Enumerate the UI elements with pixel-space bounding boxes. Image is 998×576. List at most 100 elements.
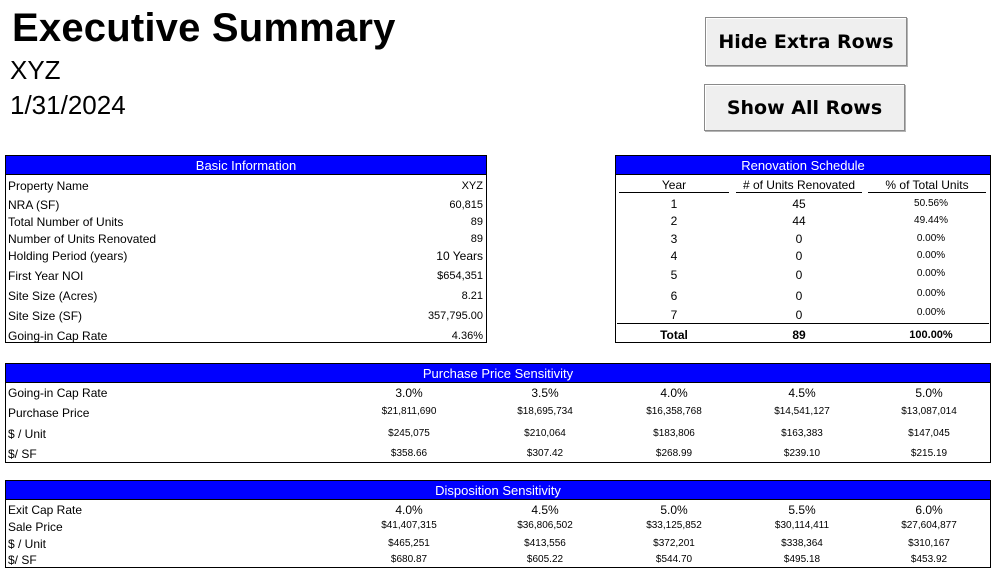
sensitivity-value: $18,695,734 [517, 406, 573, 417]
basic-value: 10 Years [436, 249, 483, 263]
sensitivity-value: $21,811,690 [381, 406, 437, 417]
sensitivity-value: $36,806,502 [517, 520, 573, 531]
basic-label: Going-in Cap Rate [8, 329, 108, 343]
sensitivity-value: 5.0% [660, 503, 688, 517]
disposition-sensitivity-panel: Disposition Sensitivity Exit Cap Rate 4.… [5, 480, 991, 568]
disposition-sensitivity-header: Disposition Sensitivity [6, 481, 990, 500]
column-header-year: Year [619, 178, 729, 193]
sensitivity-value: $163,383 [781, 428, 823, 439]
reno-year: 3 [670, 232, 678, 246]
sensitivity-label: $/ SF [8, 553, 37, 567]
sensitivity-value: 3.5% [531, 386, 559, 400]
sensitivity-value: $16,358,768 [646, 406, 702, 417]
sensitivity-value: $183,806 [653, 428, 695, 439]
basic-label: Holding Period (years) [8, 249, 128, 263]
sensitivity-value: $210,064 [524, 428, 566, 439]
column-header-units-renovated: # of Units Renovated [736, 178, 862, 193]
reno-units: 0 [795, 308, 803, 322]
reno-year: 2 [670, 214, 678, 228]
sensitivity-value: 4.0% [660, 386, 688, 400]
basic-label: Property Name [8, 179, 89, 193]
reno-total-label: Total [660, 328, 688, 342]
sensitivity-value: 4.0% [395, 503, 423, 517]
renovation-schedule-panel: Renovation Schedule Year # of Units Reno… [615, 155, 991, 343]
sensitivity-value: $680.87 [390, 554, 428, 565]
sensitivity-value: $413,556 [524, 538, 566, 549]
sensitivity-value: $453.92 [910, 554, 948, 565]
basic-label: Site Size (Acres) [8, 289, 98, 303]
sensitivity-value: $33,125,852 [646, 520, 702, 531]
sensitivity-value: $41,407,315 [381, 520, 437, 531]
basic-label: Total Number of Units [8, 215, 124, 229]
sensitivity-label: Going-in Cap Rate [8, 386, 108, 400]
basic-value: 89 [470, 233, 483, 245]
show-all-rows-button[interactable]: Show All Rows [704, 84, 905, 131]
sensitivity-value: $358.66 [390, 448, 428, 459]
sensitivity-value: $605.22 [526, 554, 564, 565]
sensitivity-value: $544.70 [655, 554, 693, 565]
basic-value: 60,815 [449, 199, 483, 211]
reno-year: 7 [670, 308, 678, 322]
reno-year: 5 [670, 268, 678, 282]
reno-units: 0 [795, 289, 803, 303]
purchase-price-sensitivity-panel: Purchase Price Sensitivity Going-in Cap … [5, 363, 991, 463]
basic-value: 89 [470, 216, 483, 228]
page-title: Executive Summary [12, 6, 396, 50]
sensitivity-label: $/ SF [8, 447, 37, 461]
reno-pct: 0.00% [916, 307, 946, 318]
sensitivity-value: $30,114,411 [774, 520, 830, 531]
reno-units: 44 [792, 214, 806, 228]
sensitivity-value: $465,251 [388, 538, 430, 549]
sensitivity-value: $372,201 [653, 538, 695, 549]
sensitivity-value: $268.99 [655, 448, 693, 459]
sensitivity-value: 5.5% [788, 503, 816, 517]
sensitivity-value: 3.0% [395, 386, 423, 400]
reno-pct: 49.44% [914, 215, 948, 226]
basic-value: XYZ [461, 180, 483, 192]
sensitivity-label: Purchase Price [8, 406, 90, 420]
total-divider [617, 323, 989, 324]
reno-pct: 0.00% [916, 250, 946, 261]
sensitivity-value: $27,604,877 [901, 520, 957, 531]
sensitivity-value: 4.5% [788, 386, 816, 400]
sensitivity-value: $495.18 [783, 554, 821, 565]
sensitivity-label: $ / Unit [8, 427, 47, 441]
reno-units: 45 [792, 197, 806, 211]
sensitivity-value: $14,541,127 [774, 406, 830, 417]
basic-label: NRA (SF) [8, 198, 60, 212]
basic-value: 4.36% [451, 330, 483, 342]
reno-units: 0 [795, 249, 803, 263]
sensitivity-label: Sale Price [8, 520, 63, 534]
sensitivity-value: $215.19 [910, 448, 948, 459]
basic-label: Number of Units Renovated [8, 232, 157, 246]
reno-units: 0 [795, 232, 803, 246]
reno-total-pct: 100.00% [909, 329, 953, 341]
property-name: XYZ [10, 55, 61, 85]
renovation-schedule-header: Renovation Schedule [616, 156, 990, 175]
reno-pct: 0.00% [916, 288, 946, 299]
sensitivity-value: 6.0% [915, 503, 943, 517]
sensitivity-label: $ / Unit [8, 537, 47, 551]
sensitivity-label: Exit Cap Rate [8, 503, 83, 517]
report-date: 1/31/2024 [10, 90, 126, 120]
sensitivity-value: $338,364 [781, 538, 823, 549]
sensitivity-value: $147,045 [908, 428, 950, 439]
reno-pct: 0.00% [916, 233, 946, 244]
basic-value: 357,795.00 [427, 310, 483, 322]
sensitivity-value: $307.42 [526, 448, 564, 459]
purchase-price-sensitivity-header: Purchase Price Sensitivity [6, 364, 990, 383]
reno-pct: 0.00% [916, 268, 946, 279]
sensitivity-value: $245,075 [388, 428, 430, 439]
basic-information-header: Basic Information [6, 156, 486, 175]
basic-value: $654,351 [437, 270, 483, 282]
basic-label: Site Size (SF) [8, 309, 83, 323]
sensitivity-value: 4.5% [531, 503, 559, 517]
hide-extra-rows-button[interactable]: Hide Extra Rows [705, 17, 907, 66]
sensitivity-value: $310,167 [908, 538, 950, 549]
sensitivity-value: $13,087,014 [901, 406, 957, 417]
reno-year: 4 [670, 249, 678, 263]
sensitivity-value: 5.0% [915, 386, 943, 400]
sensitivity-value: $239.10 [783, 448, 821, 459]
reno-year: 1 [670, 197, 678, 211]
reno-units: 0 [795, 268, 803, 282]
